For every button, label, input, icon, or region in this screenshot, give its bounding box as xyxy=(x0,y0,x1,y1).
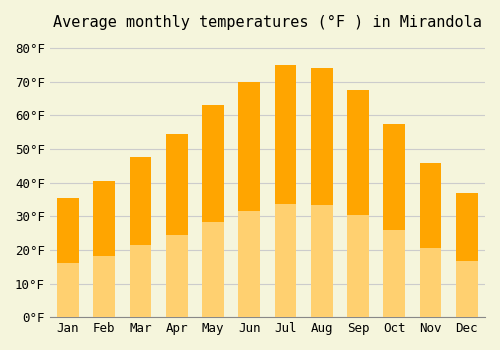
Bar xyxy=(311,205,332,317)
Bar xyxy=(94,181,115,317)
Title: Average monthly temperatures (°F ) in Mirandola: Average monthly temperatures (°F ) in Mi… xyxy=(53,15,482,30)
Bar xyxy=(238,82,260,317)
Bar xyxy=(347,215,369,317)
Bar xyxy=(384,230,405,317)
Bar xyxy=(130,158,152,317)
Bar xyxy=(420,247,442,317)
Bar xyxy=(130,245,152,317)
Bar xyxy=(347,90,369,317)
Bar xyxy=(384,124,405,317)
Bar xyxy=(202,222,224,317)
Bar xyxy=(166,134,188,317)
Bar xyxy=(57,198,79,317)
Bar xyxy=(238,211,260,317)
Bar xyxy=(456,193,477,317)
Bar xyxy=(57,264,79,317)
Bar xyxy=(274,65,296,317)
Bar xyxy=(94,256,115,317)
Bar xyxy=(311,68,332,317)
Bar xyxy=(456,261,477,317)
Bar xyxy=(274,204,296,317)
Bar xyxy=(166,235,188,317)
Bar xyxy=(202,105,224,317)
Bar xyxy=(420,162,442,317)
